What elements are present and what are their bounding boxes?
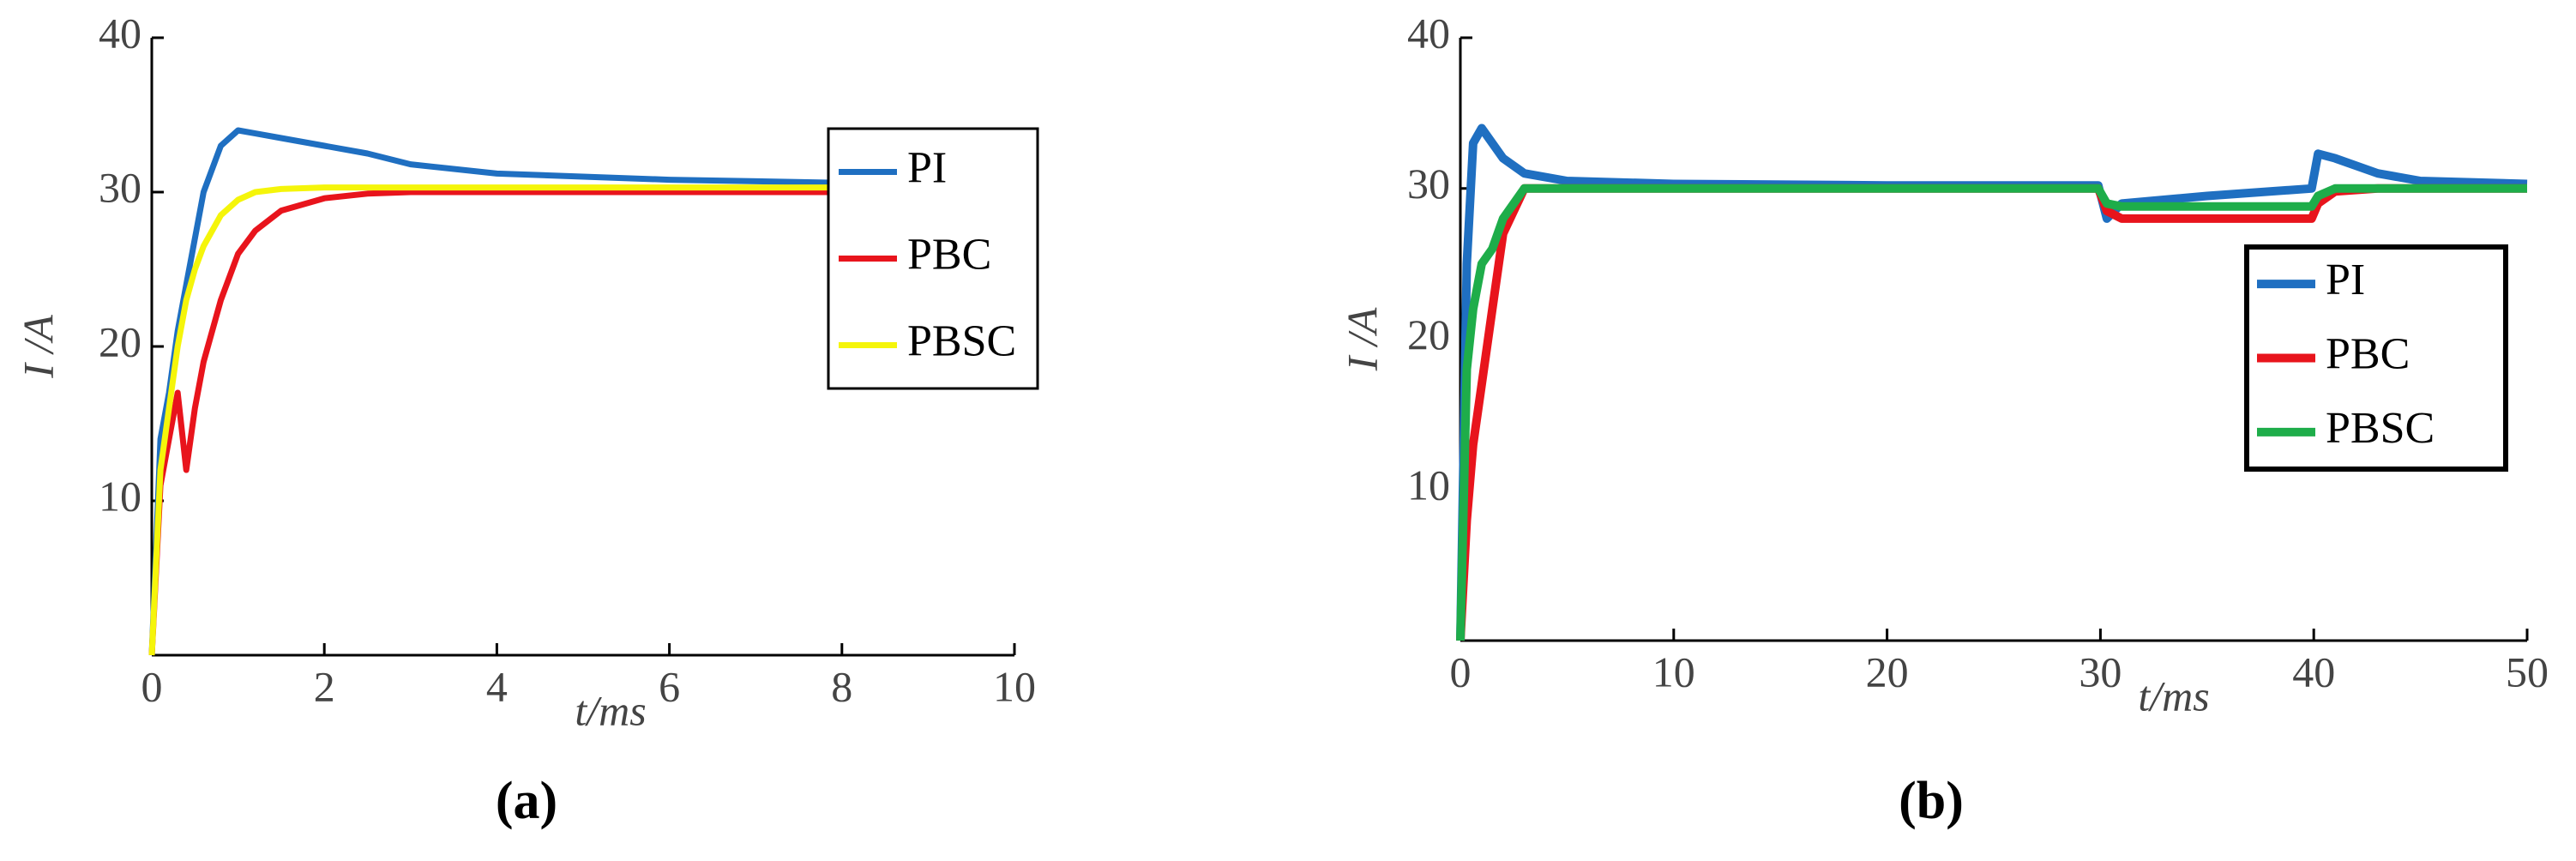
x-tick-label: 4 <box>486 662 508 710</box>
y-tick-label: 10 <box>1407 461 1450 509</box>
x-tick-label: 40 <box>2292 647 2335 695</box>
legend-label: PBC <box>907 230 991 279</box>
series-line <box>1456 184 2527 641</box>
y-tick-label: 20 <box>1407 310 1450 358</box>
x-tick-label: 2 <box>314 662 335 710</box>
series-line <box>148 184 1014 656</box>
x-tick-label: 0 <box>1450 647 1472 695</box>
x-tick-label: 50 <box>2506 647 2549 695</box>
legend-label: PBC <box>2326 329 2410 378</box>
legend-label: PI <box>2326 256 2365 304</box>
y-tick-label: 20 <box>99 317 141 365</box>
x-tick-label: 10 <box>993 662 1036 710</box>
y-tick-label: 40 <box>99 9 141 57</box>
y-tick-label: 10 <box>99 472 141 520</box>
x-axis-label: t/ms <box>575 686 646 734</box>
panel-label: (b) <box>1899 772 1964 830</box>
x-axis-label: t/ms <box>2138 671 2209 720</box>
legend-label: PI <box>907 143 947 192</box>
y-axis-label: I /A <box>1338 307 1386 371</box>
x-tick-label: 6 <box>659 662 680 710</box>
x-tick-label: 30 <box>2079 647 2122 695</box>
y-tick-label: 30 <box>1407 160 1450 208</box>
y-tick-label: 40 <box>1407 9 1450 57</box>
legend-label: PBSC <box>907 316 1016 365</box>
y-tick-label: 30 <box>99 163 141 211</box>
series-line <box>148 189 1014 656</box>
panel-label: (a) <box>496 772 557 830</box>
x-tick-label: 20 <box>1866 647 1909 695</box>
legend-label: PBSC <box>2326 404 2435 453</box>
x-tick-label: 10 <box>1652 647 1695 695</box>
x-tick-label: 8 <box>831 662 852 710</box>
y-axis-label: I /A <box>14 315 62 379</box>
x-tick-label: 0 <box>141 662 163 710</box>
